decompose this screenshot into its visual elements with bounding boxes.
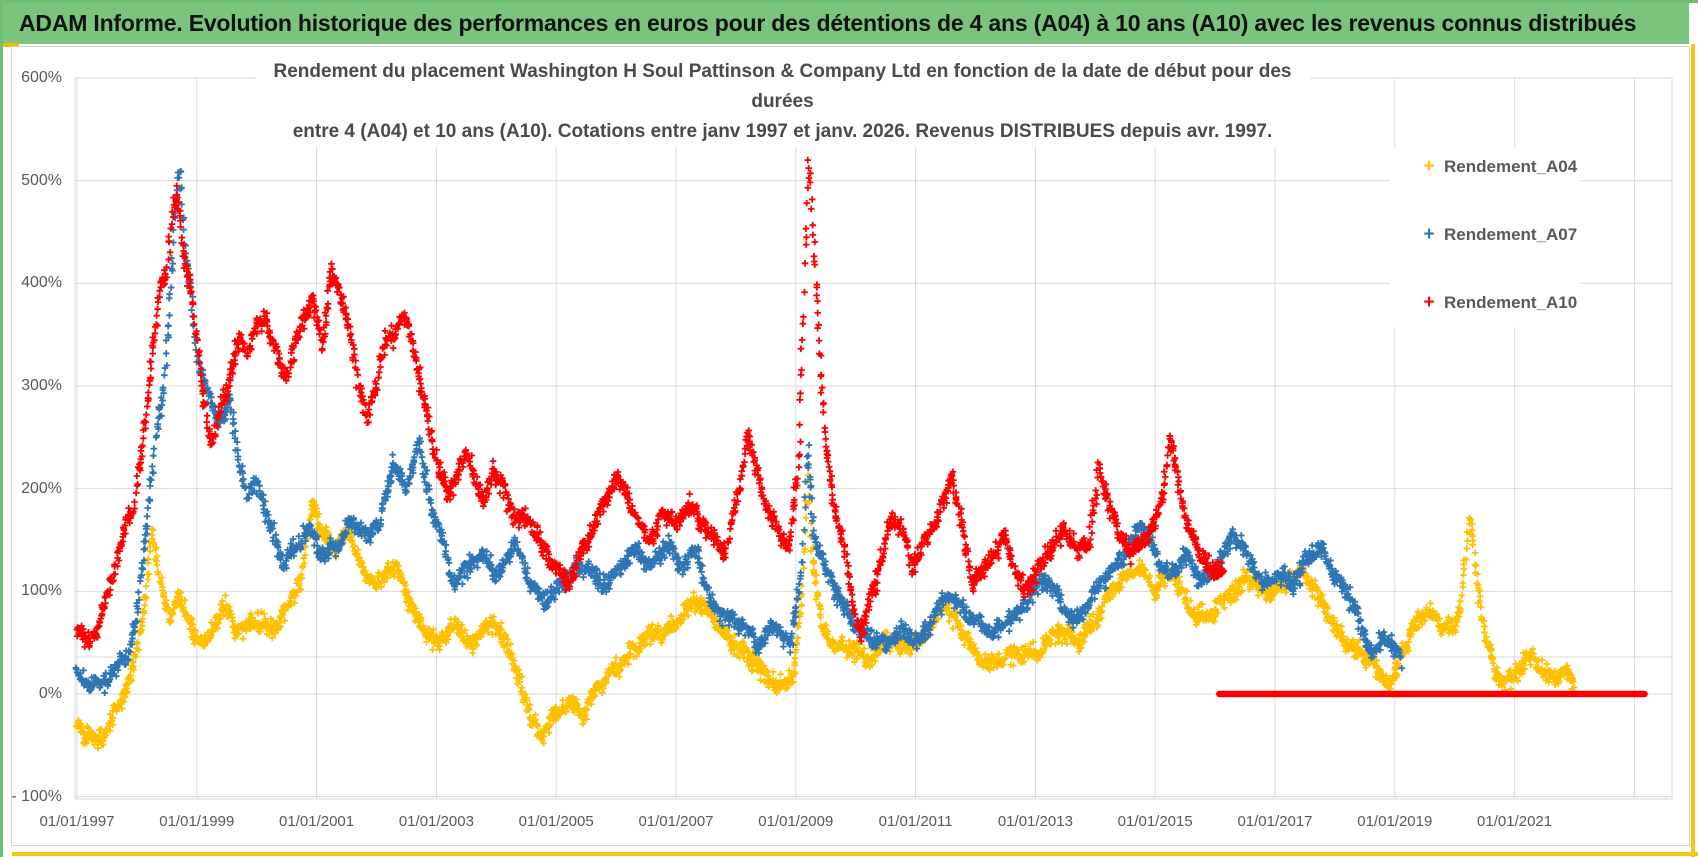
x-tick-label: 01/01/1997 (39, 813, 115, 830)
y-tick-label: 200% (21, 479, 62, 497)
series-rendement_a04 (73, 472, 1578, 752)
x-tick-label: 01/01/2011 (878, 813, 953, 830)
series-rendement_a10 (73, 156, 1228, 651)
sheet-header-title: ADAM Informe. Evolution historique des p… (19, 10, 1637, 36)
legend-label-a04: Rendement_A04 (1444, 157, 1578, 176)
legend-item-a07[interactable]: + Rendement_A07 (1390, 225, 1580, 245)
y-tick-label: 400% (21, 274, 62, 292)
y-tick-label: 100% (21, 582, 62, 600)
plus-marker-icon-a10: + (1423, 292, 1435, 313)
gold-border-dash (3, 43, 19, 47)
legend-item-a10[interactable]: + Rendement_A10 (1390, 293, 1580, 313)
x-tick-label: 01/01/2007 (638, 813, 714, 830)
gold-border-bottom (12, 852, 1698, 856)
x-tick-label: 01/01/2009 (758, 813, 834, 830)
y-tick-label: 0% (38, 685, 62, 702)
chart-title: Rendement du placement Washington H Soul… (255, 57, 1310, 147)
x-tick-label: 01/01/2003 (398, 813, 474, 830)
y-tick-label: - 100% (11, 787, 62, 805)
chart-title-line1: Rendement du placement Washington H Soul… (273, 61, 1292, 112)
y-tick-label: 500% (21, 171, 62, 189)
chart-legend[interactable]: + Rendement_A04 + Rendement_A07 + Rendem… (1390, 147, 1580, 327)
x-tick-label: 01/01/2013 (997, 813, 1073, 830)
y-tick-label: 300% (21, 376, 62, 394)
y-tick-label: 600% (21, 68, 62, 86)
x-tick-label: 01/01/2017 (1237, 813, 1313, 830)
plus-marker-icon-a04: + (1423, 156, 1435, 177)
x-tick-label: 01/01/2015 (1117, 813, 1193, 830)
legend-item-a04[interactable]: + Rendement_A04 (1390, 157, 1580, 177)
chart-title-line2: entre 4 (A04) et 10 ans (A10). Cotations… (292, 121, 1273, 142)
legend-label-a10: Rendement_A10 (1444, 293, 1578, 312)
legend-label-a07: Rendement_A07 (1444, 225, 1578, 244)
x-tick-label: 01/01/1999 (159, 813, 235, 830)
x-tick-label: 01/01/2005 (518, 813, 594, 830)
sheet-header-band: ADAM Informe. Evolution historique des p… (3, 3, 1689, 44)
gold-border-right (1691, 44, 1695, 857)
x-tick-label: 01/01/2001 (279, 813, 355, 830)
x-tick-label: 01/01/2019 (1357, 813, 1433, 830)
x-tick-label: 01/01/2021 (1477, 813, 1553, 830)
plus-marker-icon-a07: + (1423, 224, 1435, 245)
series-rendement_a07 (72, 168, 1406, 697)
